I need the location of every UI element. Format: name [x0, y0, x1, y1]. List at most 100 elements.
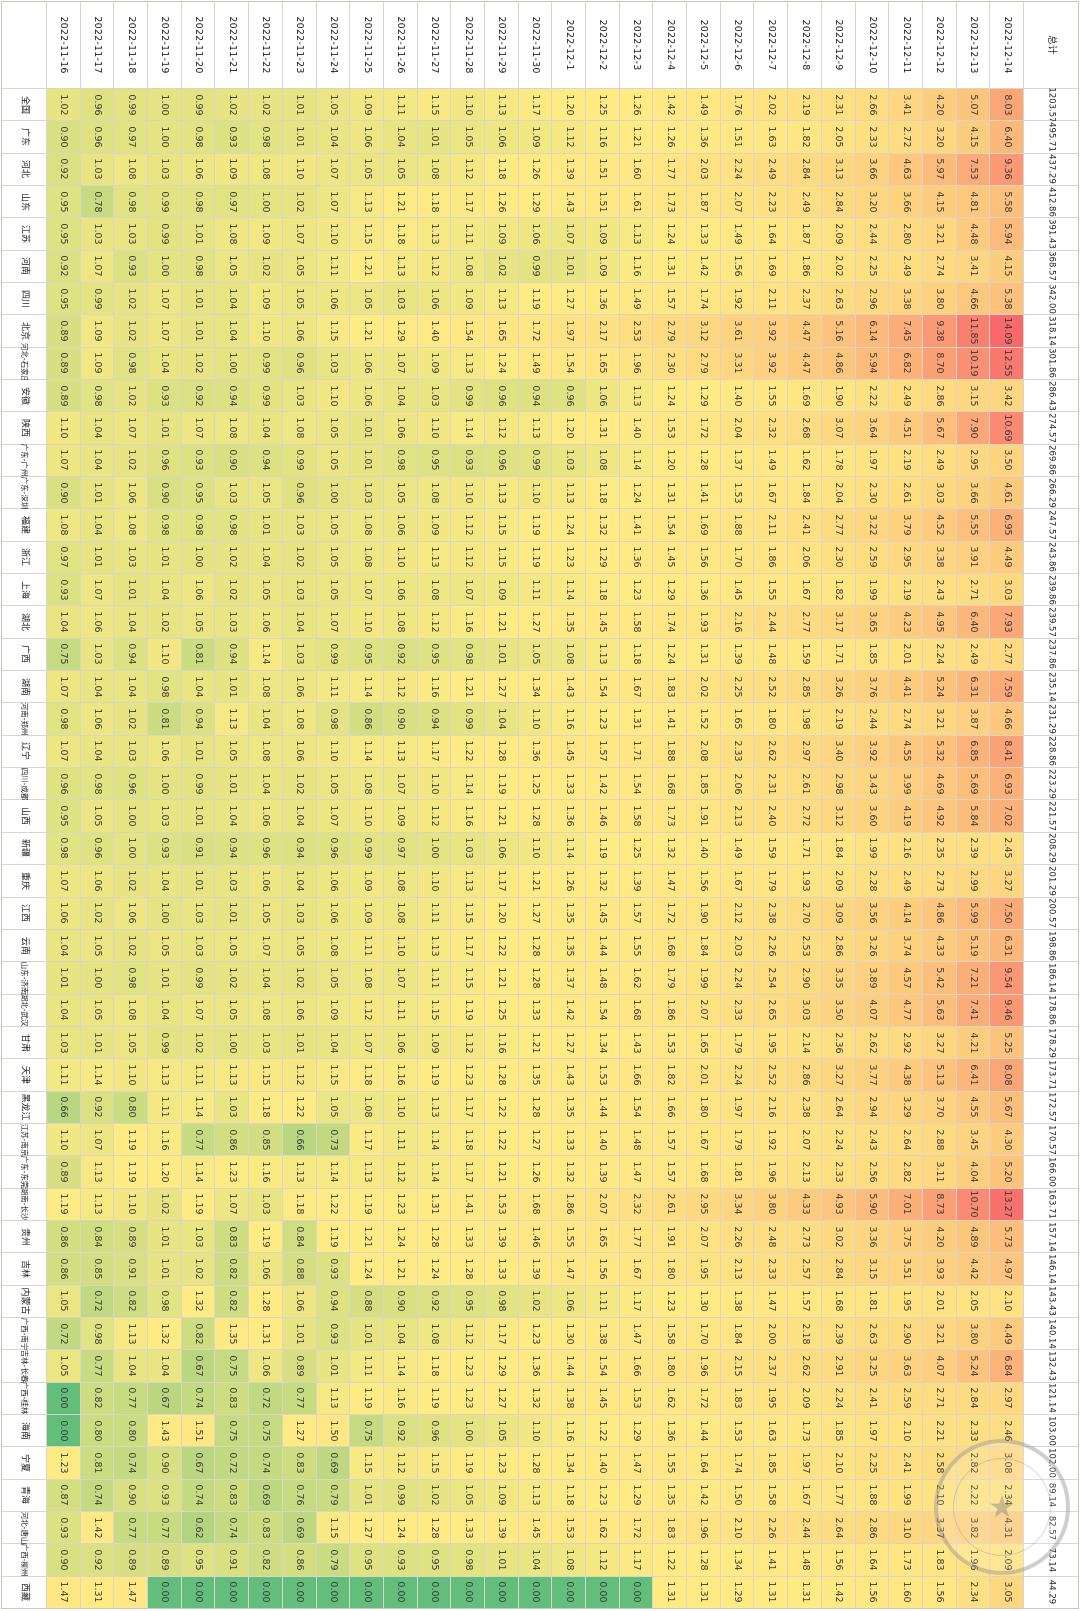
value-cell: 2.02	[821, 250, 855, 283]
region-label: 广东-深圳	[2, 476, 46, 509]
value-cell: 1.01	[350, 1479, 383, 1511]
value-cell: 1.74	[687, 283, 720, 315]
value-cell: 1.16	[586, 121, 619, 153]
value-cell: 1.05	[316, 962, 350, 994]
value-cell: 0.98	[383, 444, 417, 477]
value-cell: 1.55	[619, 929, 653, 962]
value-cell: 1.02	[215, 962, 249, 994]
value-cell: 3.21	[922, 218, 956, 250]
value-cell: 1.12	[451, 541, 484, 574]
region-label: 吉林	[2, 1253, 46, 1285]
value-cell: 2.64	[889, 1123, 922, 1156]
value-cell: 0.98	[47, 703, 80, 735]
value-cell: 1.15	[316, 1511, 350, 1544]
value-cell: 0.00	[47, 1382, 80, 1414]
value-cell: 1.05	[316, 768, 350, 800]
value-cell: 0.66	[47, 1091, 80, 1123]
value-cell: 0.95	[47, 800, 80, 832]
value-cell: 1.01	[80, 477, 114, 509]
value-cell: 1.20	[653, 444, 687, 477]
value-cell: 10.69	[990, 412, 1023, 444]
value-cell: 1.28	[518, 1091, 552, 1123]
value-cell: 0.95	[350, 638, 383, 671]
value-cell: 0.98	[114, 186, 148, 218]
value-cell: 2.82	[889, 1156, 922, 1188]
value-cell: 1.66	[619, 1350, 653, 1382]
value-cell: 1.53	[653, 1026, 687, 1059]
value-cell: 1.11	[383, 1123, 417, 1156]
value-cell: 1.13	[215, 703, 249, 735]
value-cell: 3.45	[956, 1123, 990, 1156]
value-cell: 1.40	[417, 315, 451, 347]
value-cell: 2.06	[720, 768, 754, 800]
value-cell: 2.72	[889, 121, 922, 153]
value-cell: 1.28	[687, 1544, 720, 1576]
value-cell: 0.00	[518, 1576, 552, 1608]
value-cell: 0.90	[114, 1479, 148, 1511]
value-cell: 1.46	[518, 1220, 552, 1253]
value-cell: 0.62	[181, 1511, 215, 1544]
value-cell: 1.49	[754, 444, 788, 477]
value-cell: 1.41	[687, 477, 720, 509]
value-cell: 2.80	[889, 218, 922, 250]
value-cell: 1.36	[653, 1414, 687, 1447]
value-cell: 2.48	[754, 1220, 788, 1253]
value-cell: 1.19	[417, 1059, 451, 1091]
value-cell: 0.74	[181, 1479, 215, 1511]
value-cell: 0.94	[114, 638, 148, 671]
value-cell: 2.54	[754, 962, 788, 994]
value-cell: 1.32	[586, 509, 619, 541]
value-cell: 4.15	[956, 121, 990, 153]
value-cell: 1.11	[451, 218, 484, 250]
value-cell: 1.32	[653, 832, 687, 865]
value-cell: 5.32	[922, 735, 956, 768]
value-cell: 1.64	[855, 1544, 889, 1576]
value-cell: 1.40	[687, 832, 720, 865]
value-cell: 1.13	[619, 218, 653, 250]
value-cell: 1.42	[586, 768, 619, 800]
value-cell: 1.53	[720, 1414, 754, 1447]
value-cell: 1.97	[855, 444, 889, 477]
value-cell: 0.99	[181, 89, 215, 121]
value-cell: 1.32	[181, 1285, 215, 1317]
value-cell: 5.38	[990, 283, 1023, 315]
value-cell: 1.50	[316, 1414, 350, 1447]
value-cell: 2.10	[922, 1479, 956, 1511]
value-cell: 0.00	[316, 1576, 350, 1608]
value-cell: 1.10	[383, 929, 417, 962]
value-cell: 3.12	[821, 800, 855, 832]
value-cell: 1.08	[451, 250, 484, 283]
value-cell: 2.59	[855, 541, 889, 574]
value-cell: 4.21	[956, 1026, 990, 1059]
value-cell: 0.98	[80, 768, 114, 800]
value-cell: 0.77	[148, 1511, 181, 1544]
region-label: 黑龙江	[2, 1091, 46, 1123]
value-cell: 1.21	[350, 250, 383, 283]
value-cell: 1.26	[484, 186, 518, 218]
total-cell: 221.57	[1024, 800, 1078, 832]
value-cell: 3.50	[990, 444, 1023, 477]
value-cell: 4.52	[922, 509, 956, 541]
value-cell: 1.06	[181, 574, 215, 606]
value-cell: 0.98	[148, 671, 181, 703]
value-cell: 1.28	[249, 1285, 282, 1317]
value-cell: 2.07	[687, 994, 720, 1026]
value-cell: 1.06	[47, 897, 80, 929]
value-cell: 3.92	[754, 347, 788, 380]
value-cell: 1.10	[316, 380, 350, 412]
total-cell: 247.57	[1024, 509, 1078, 541]
date-header: 2022-11-27	[417, 2, 451, 88]
value-cell: 1.17	[417, 735, 451, 768]
value-cell: 0.93	[47, 574, 80, 606]
value-cell: 1.29	[586, 541, 619, 574]
value-cell: 1.13	[484, 283, 518, 315]
value-cell: 1.03	[80, 153, 114, 186]
value-cell: 1.41	[619, 509, 653, 541]
value-cell: 3.89	[855, 962, 889, 994]
value-cell: 0.90	[215, 444, 249, 477]
value-cell: 1.02	[282, 186, 316, 218]
value-cell: 2.58	[922, 1447, 956, 1479]
value-cell: 3.17	[821, 606, 855, 638]
value-cell: 1.09	[80, 347, 114, 380]
value-cell: 4.38	[889, 1059, 922, 1091]
